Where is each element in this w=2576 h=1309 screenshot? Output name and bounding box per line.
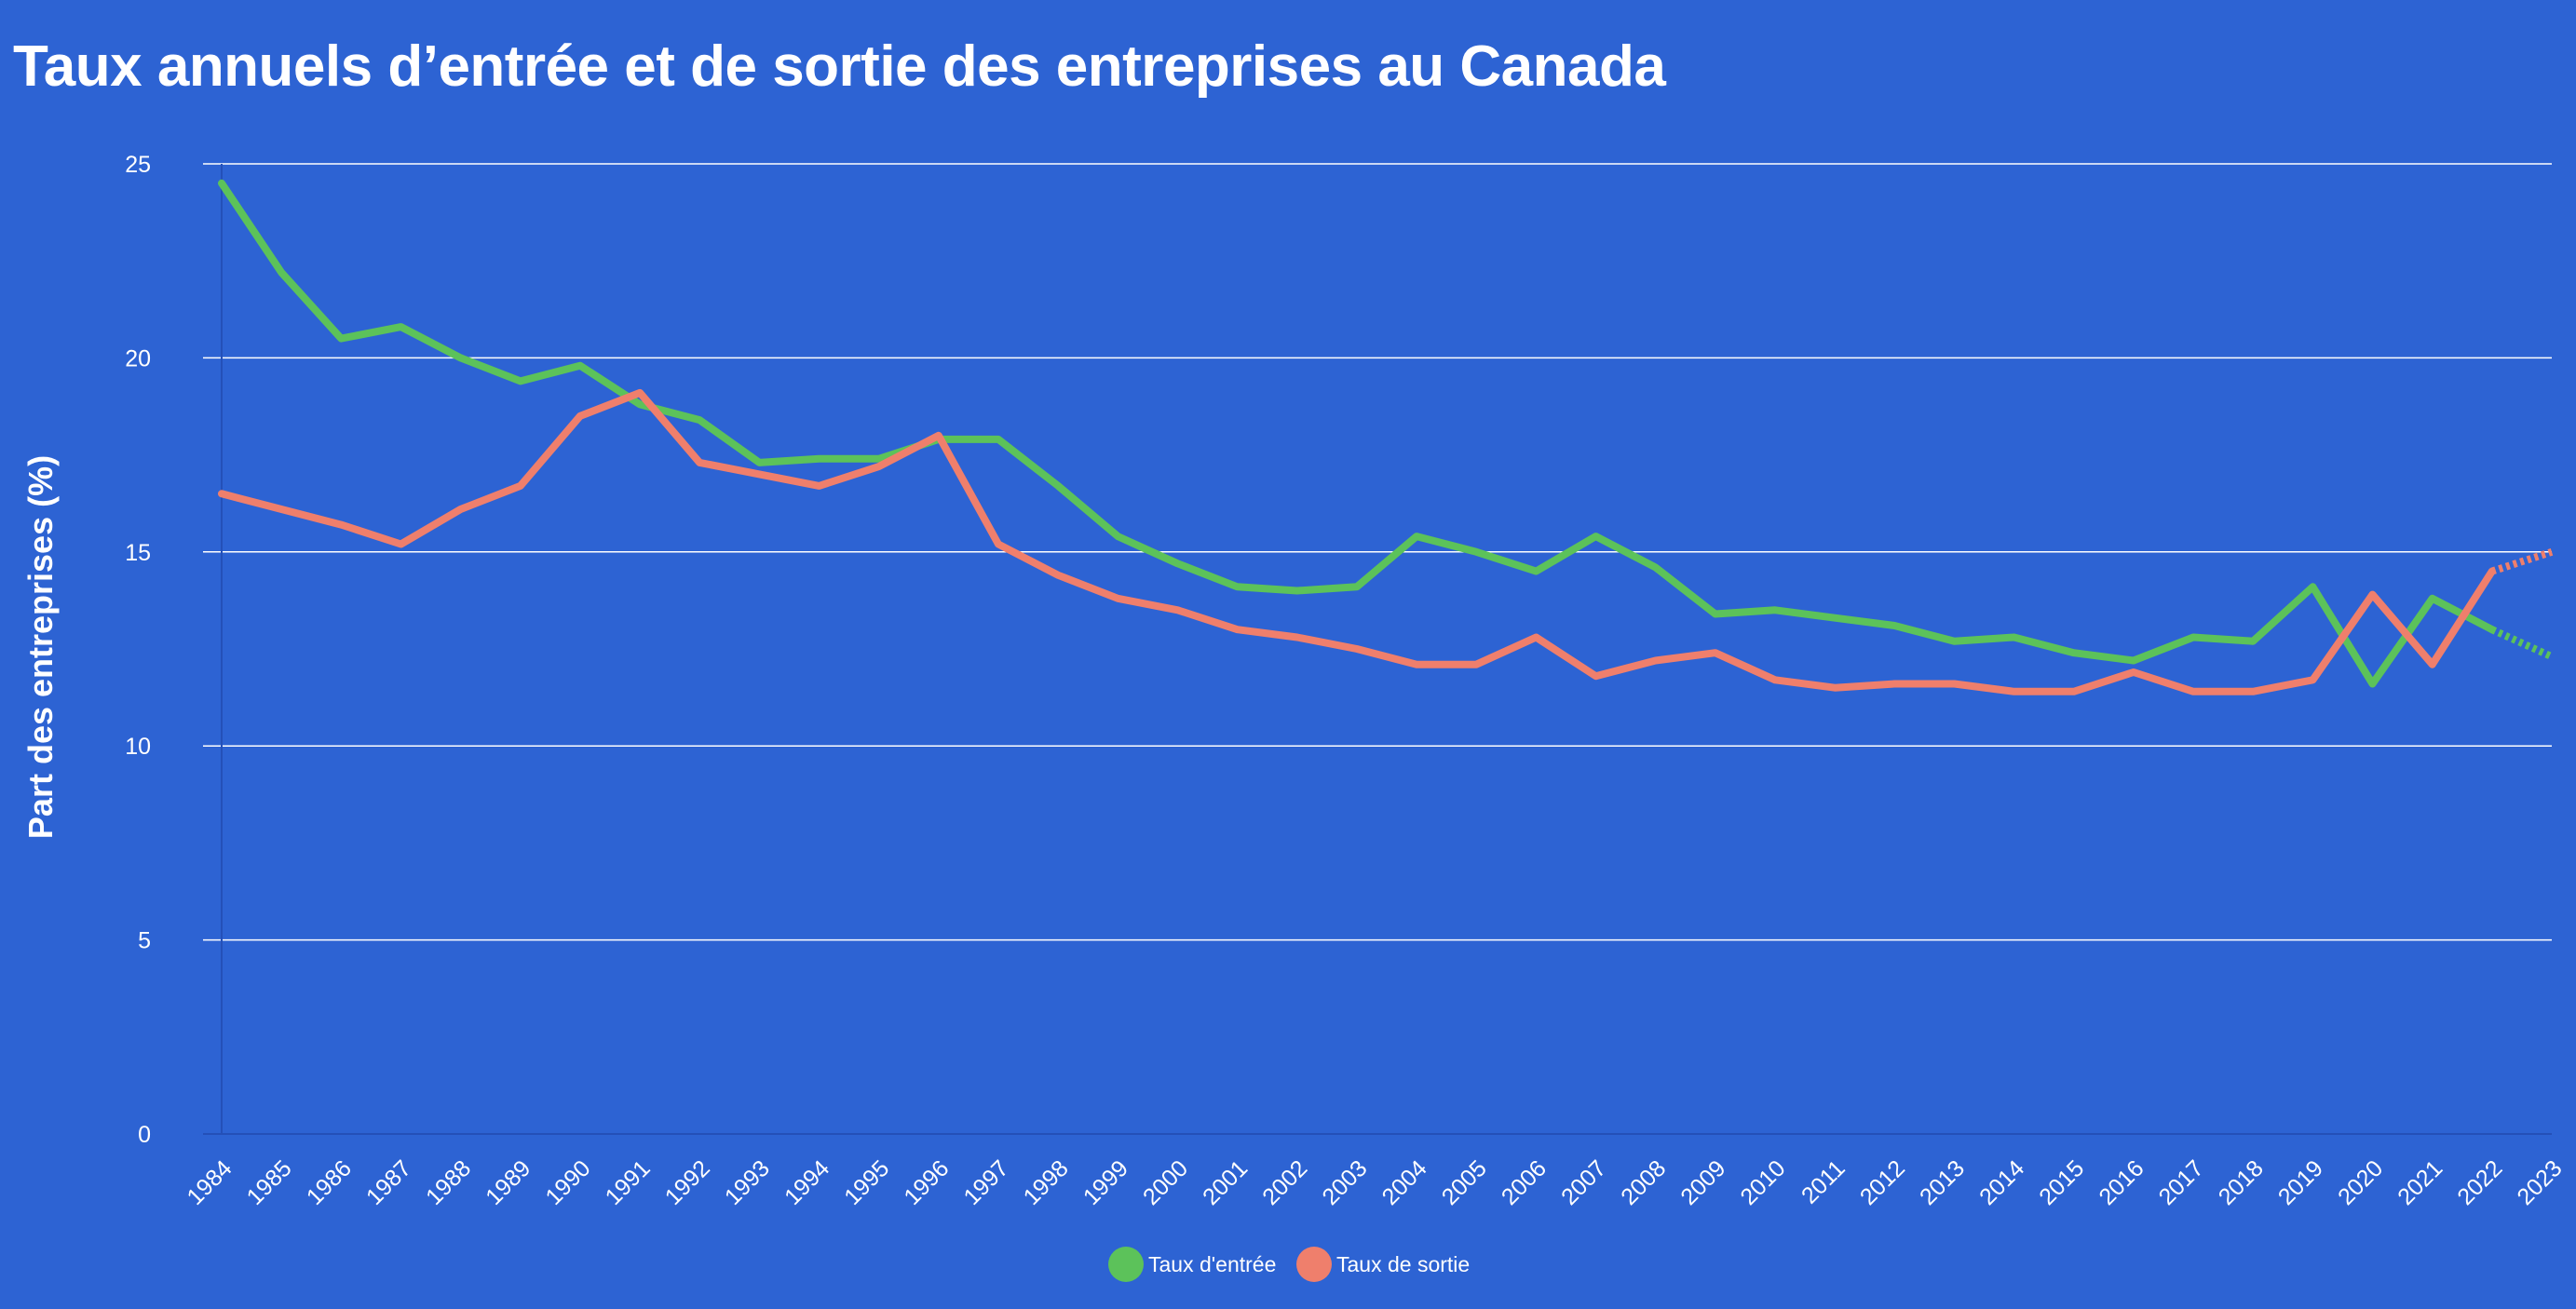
- x-tick-label: 2017: [2154, 1155, 2209, 1210]
- x-tick-label: 2012: [1855, 1155, 1910, 1210]
- x-tick-label: 2013: [1915, 1155, 1970, 1210]
- x-tick-label: 2018: [2214, 1155, 2269, 1210]
- x-tick-label: 1985: [242, 1155, 297, 1210]
- y-tick-label: 10: [125, 734, 151, 760]
- gridlines: [203, 163, 2552, 941]
- y-tick-label: 20: [125, 345, 151, 371]
- legend-label: Taux d'entrée: [1148, 1252, 1276, 1276]
- x-tick-label: 2020: [2333, 1155, 2388, 1210]
- x-tick-label: 1991: [601, 1155, 656, 1210]
- x-tick-label: 1989: [481, 1155, 536, 1210]
- x-tick-label: 2009: [1675, 1155, 1730, 1210]
- x-tick-label: 2010: [1735, 1155, 1790, 1210]
- legend: Taux d'entrée Taux de sortie: [1108, 1247, 1470, 1282]
- x-tick-label: 2016: [2094, 1155, 2149, 1210]
- series-line-dotted: [2490, 626, 2554, 660]
- x-tick-label: 2005: [1437, 1155, 1492, 1210]
- x-tick-label: 1994: [780, 1155, 834, 1210]
- x-tick-label: 1990: [540, 1155, 595, 1210]
- x-tick-label: 1996: [899, 1155, 954, 1210]
- series-line-solid: [218, 388, 2496, 695]
- x-tick-label: 1984: [182, 1155, 237, 1210]
- legend-label: Taux de sortie: [1336, 1252, 1470, 1276]
- x-tick-label: 2019: [2273, 1155, 2328, 1210]
- y-axis-title: Part des entreprises (%): [21, 455, 60, 839]
- x-tick-label: 2007: [1556, 1155, 1611, 1210]
- series-entry: [218, 179, 2554, 688]
- x-tick-label: 2004: [1377, 1155, 1432, 1210]
- x-tick-label: 2023: [2512, 1155, 2567, 1210]
- series-line-dotted: [2490, 547, 2554, 575]
- x-tick-label: 1992: [660, 1155, 715, 1210]
- series-line-solid: [218, 179, 2496, 688]
- x-tick-label: 2000: [1138, 1155, 1193, 1210]
- x-tick-label: 2002: [1257, 1155, 1312, 1210]
- x-tick-label: 2008: [1616, 1155, 1671, 1210]
- x-tick-label: 2006: [1497, 1155, 1552, 1210]
- legend-item-entry: Taux d'entrée: [1108, 1247, 1276, 1282]
- x-tick-label: 2011: [1796, 1155, 1851, 1209]
- x-tick-label: 1998: [1019, 1155, 1074, 1210]
- x-tick-label: 1999: [1078, 1155, 1133, 1210]
- x-tick-label: 2003: [1317, 1155, 1372, 1210]
- series-lines: [218, 179, 2554, 695]
- x-tick-label: 1997: [958, 1155, 1013, 1210]
- x-tick-label: 1986: [302, 1155, 357, 1210]
- legend-swatch: [1108, 1247, 1144, 1282]
- x-tick-label: 1995: [839, 1155, 894, 1210]
- x-tick-label: 1993: [720, 1155, 775, 1210]
- chart-title: Taux annuels d’entrée et de sortie des e…: [13, 34, 1666, 99]
- x-tick-label: 1987: [361, 1155, 416, 1210]
- y-tick-label: 5: [138, 928, 151, 954]
- y-tick-label: 0: [138, 1122, 151, 1148]
- legend-swatch: [1296, 1247, 1332, 1282]
- x-tick-label: 2021: [2393, 1155, 2447, 1210]
- x-tick-label: 2022: [2452, 1155, 2507, 1210]
- y-tick-label: 25: [125, 152, 151, 178]
- x-tick-label: 2001: [1198, 1155, 1253, 1210]
- series-exit: [218, 388, 2554, 695]
- x-tick-label: 1988: [421, 1155, 476, 1210]
- x-tick-label: 2015: [2034, 1155, 2089, 1210]
- x-tick-label: 2014: [1974, 1155, 2029, 1210]
- legend-item-exit: Taux de sortie: [1296, 1247, 1470, 1282]
- y-tick-label: 15: [125, 540, 151, 566]
